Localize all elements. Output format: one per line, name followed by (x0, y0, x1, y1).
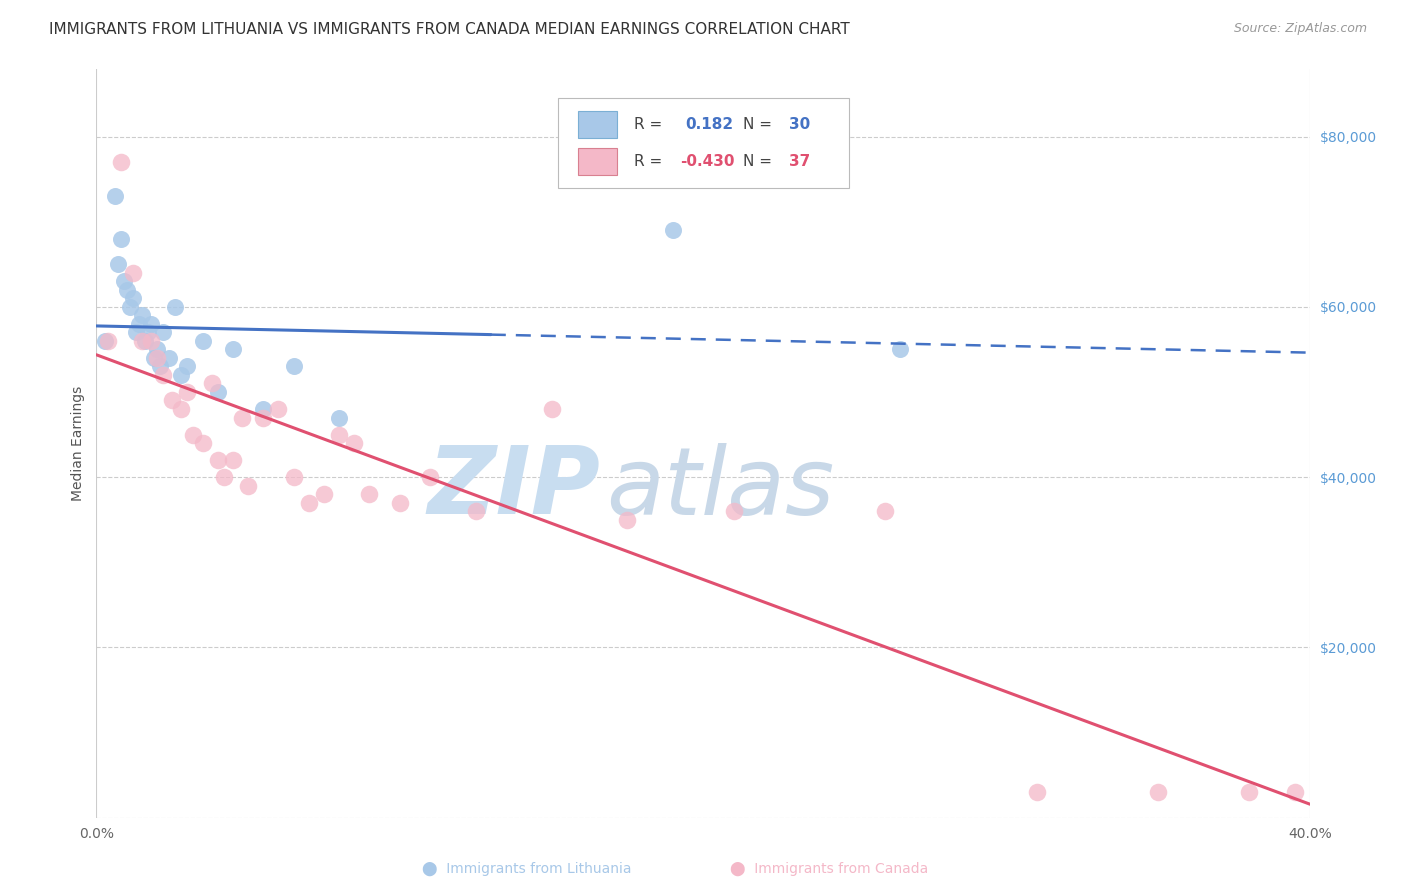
Point (170, 368, 193, 382)
Point (191, 334, 214, 348)
Text: N =: N = (744, 117, 772, 132)
Point (97, 334, 120, 348)
Point (176, 359, 198, 374)
Point (157, 351, 180, 365)
Point (136, 326, 159, 340)
Point (118, 300, 141, 314)
Point (165, 300, 187, 314)
Point (207, 453, 229, 467)
Point (222, 343, 245, 357)
Point (283, 470, 305, 484)
Point (222, 453, 245, 467)
Text: R =: R = (634, 117, 662, 132)
Point (1284, 785, 1306, 799)
Point (388, 496, 411, 510)
Text: ⬤  Immigrants from Canada: ⬤ Immigrants from Canada (730, 862, 929, 876)
Bar (578, 112, 617, 137)
Point (231, 410, 253, 425)
Text: IMMIGRANTS FROM LITHUANIA VS IMMIGRANTS FROM CANADA MEDIAN EARNINGS CORRELATION : IMMIGRANTS FROM LITHUANIA VS IMMIGRANTS … (49, 22, 851, 37)
Point (160, 393, 183, 408)
Point (149, 359, 172, 374)
Point (134, 334, 156, 348)
Point (170, 402, 193, 417)
Point (540, 402, 562, 417)
Text: atlas: atlas (606, 442, 834, 533)
Text: Source: ZipAtlas.com: Source: ZipAtlas.com (1233, 22, 1367, 36)
Point (94, 334, 117, 348)
Point (252, 410, 274, 425)
Point (343, 436, 366, 450)
Point (112, 274, 135, 288)
Point (107, 257, 129, 271)
Text: -0.430: -0.430 (681, 154, 735, 169)
Point (191, 436, 214, 450)
Text: 0.182: 0.182 (685, 117, 733, 132)
Point (1147, 785, 1170, 799)
Point (115, 283, 138, 297)
Point (328, 427, 350, 442)
Text: ZIP: ZIP (427, 442, 600, 534)
Point (121, 291, 143, 305)
Point (139, 334, 162, 348)
Text: R =: R = (634, 154, 662, 169)
Point (207, 384, 229, 399)
Point (662, 223, 685, 237)
Point (201, 376, 224, 391)
Bar (578, 148, 617, 175)
Text: 37: 37 (789, 154, 811, 169)
Point (125, 326, 148, 340)
Text: ⬤  Immigrants from Lithuania: ⬤ Immigrants from Lithuania (422, 862, 633, 876)
Point (121, 266, 143, 280)
Point (875, 504, 897, 518)
Point (298, 496, 321, 510)
Point (110, 155, 132, 169)
Point (616, 513, 638, 527)
Point (128, 317, 150, 331)
Point (131, 309, 153, 323)
Point (1026, 785, 1049, 799)
Point (176, 384, 198, 399)
Point (139, 317, 162, 331)
Point (328, 410, 350, 425)
Point (236, 478, 259, 492)
Point (1239, 785, 1261, 799)
Point (283, 359, 305, 374)
Point (152, 326, 174, 340)
Point (359, 487, 381, 501)
Point (183, 427, 205, 442)
Point (464, 504, 486, 518)
Point (131, 334, 153, 348)
Point (267, 402, 290, 417)
Point (143, 351, 166, 365)
Point (419, 470, 441, 484)
Point (889, 343, 911, 357)
Point (103, 189, 125, 203)
Point (212, 470, 235, 484)
Point (312, 487, 335, 501)
Point (252, 402, 274, 417)
Point (110, 232, 132, 246)
Point (146, 343, 169, 357)
FancyBboxPatch shape (558, 98, 849, 188)
Point (723, 504, 745, 518)
Y-axis label: Median Earnings: Median Earnings (72, 385, 86, 500)
Text: N =: N = (744, 154, 772, 169)
Point (152, 368, 174, 382)
Text: 30: 30 (789, 117, 811, 132)
Point (146, 351, 169, 365)
